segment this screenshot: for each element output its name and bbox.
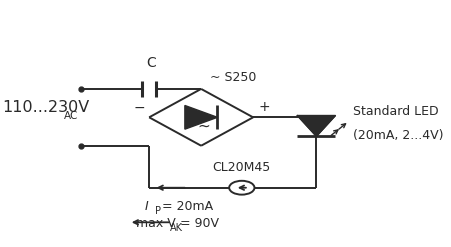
Text: I: I: [144, 200, 148, 213]
Text: AC: AC: [64, 111, 78, 121]
Text: max V: max V: [135, 217, 175, 230]
Text: (20mA, 2...4V): (20mA, 2...4V): [352, 129, 442, 142]
Text: −: −: [133, 101, 145, 114]
Text: C: C: [146, 56, 156, 70]
Text: +: +: [258, 101, 270, 114]
Text: ~ S250: ~ S250: [210, 71, 256, 84]
Text: CL20M45: CL20M45: [212, 161, 270, 174]
Text: AK: AK: [170, 223, 183, 233]
Text: = 90V: = 90V: [176, 217, 219, 230]
Polygon shape: [184, 105, 217, 129]
Polygon shape: [297, 116, 335, 136]
Text: ~: ~: [197, 119, 209, 133]
Text: 110...230V: 110...230V: [2, 100, 89, 115]
Text: Standard LED: Standard LED: [352, 105, 437, 118]
Text: = 20mA: = 20mA: [161, 200, 212, 213]
Text: P: P: [154, 206, 160, 216]
